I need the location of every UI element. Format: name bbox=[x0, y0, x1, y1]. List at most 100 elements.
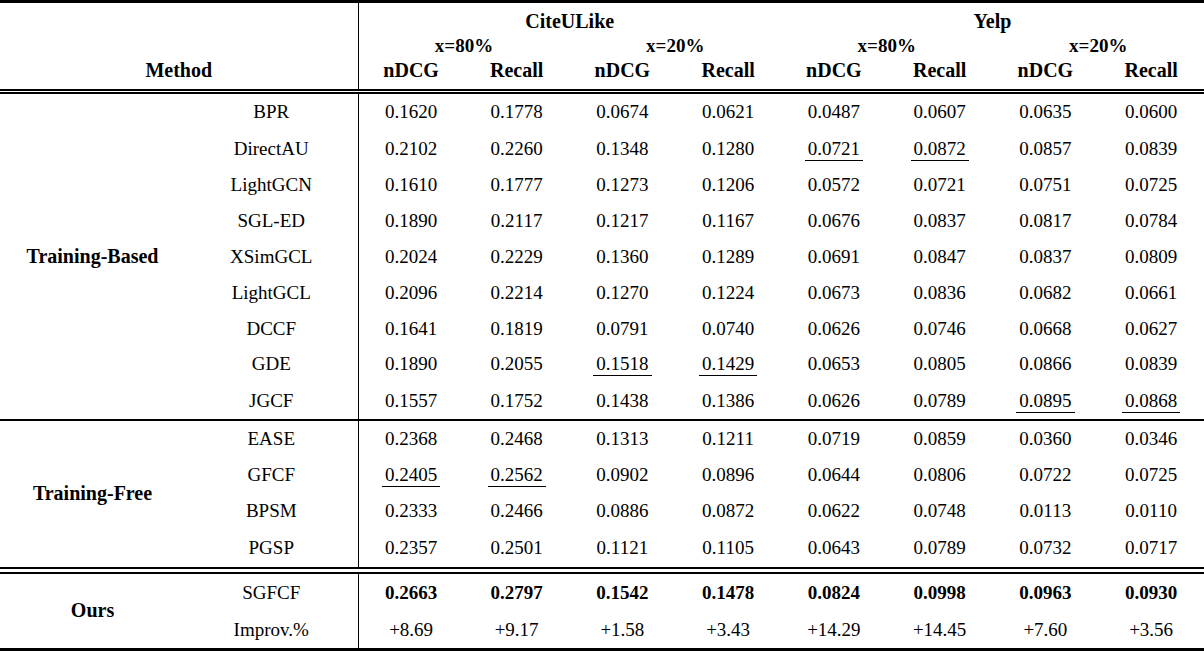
metric-value: 0.0653 bbox=[808, 353, 860, 374]
method-name-cell: EASE bbox=[185, 420, 358, 457]
metric-value: 0.0722 bbox=[1019, 464, 1071, 485]
method-name-cell: DCCF bbox=[185, 310, 358, 346]
metric-value-cell: 0.1778 bbox=[464, 91, 570, 131]
method-name-cell: GDE bbox=[185, 346, 358, 382]
metric-value-cell: 0.0682 bbox=[993, 275, 1099, 311]
table-header: CiteULike Yelp x=80% x=20% x=80% x=20% M… bbox=[0, 2, 1204, 92]
table-row: Training-BasedBPR0.16200.17780.06740.062… bbox=[0, 91, 1204, 131]
metric-value: 0.0626 bbox=[808, 390, 860, 411]
metric-value-cell: 0.0791 bbox=[570, 310, 676, 346]
metric-value-underlined: 0.2405 bbox=[382, 464, 440, 487]
metric-value: 0.0487 bbox=[808, 101, 860, 122]
metric-value-cell: 0.0360 bbox=[993, 420, 1099, 457]
metric-value: 0.1777 bbox=[491, 174, 543, 195]
split-header-citeulike-80: x=80% bbox=[358, 34, 570, 58]
metric-value: 0.0963 bbox=[1019, 582, 1071, 603]
metric-value: 0.0839 bbox=[1125, 353, 1177, 374]
metric-value: 0.0691 bbox=[808, 246, 860, 267]
metric-value-cell: 0.0717 bbox=[1098, 529, 1204, 570]
metric-value-cell: 0.0653 bbox=[781, 346, 887, 382]
metric-value: 0.0809 bbox=[1125, 246, 1177, 267]
metric-value: 0.0857 bbox=[1019, 138, 1071, 159]
metric-value: 0.1313 bbox=[596, 428, 648, 449]
metric-value-cell: 0.1819 bbox=[464, 310, 570, 346]
metric-value: +3.43 bbox=[706, 619, 750, 640]
metric-value-cell: +9.17 bbox=[464, 611, 570, 649]
split-header-yelp-20: x=20% bbox=[993, 34, 1204, 58]
metric-value: 0.1217 bbox=[596, 210, 648, 231]
metric-value-cell: 0.2333 bbox=[358, 493, 464, 529]
metric-value-cell: 0.0930 bbox=[1098, 570, 1204, 611]
metric-value-cell: 0.1280 bbox=[675, 131, 781, 167]
metric-value: 0.1211 bbox=[702, 428, 754, 449]
metric-value: 0.1273 bbox=[596, 174, 648, 195]
metric-value: 0.2117 bbox=[491, 210, 543, 231]
metric-value-cell: 0.0963 bbox=[993, 570, 1099, 611]
metric-value-cell: 0.2096 bbox=[358, 275, 464, 311]
metric-value-cell: +14.29 bbox=[781, 611, 887, 649]
metric-value: 0.1819 bbox=[491, 318, 543, 339]
metric-value: 0.2102 bbox=[385, 138, 437, 159]
metric-value: 0.0837 bbox=[914, 210, 966, 231]
metric-value: 0.0836 bbox=[914, 282, 966, 303]
dataset-header-row: CiteULike Yelp bbox=[0, 2, 1204, 35]
metric-value: 0.1641 bbox=[385, 318, 437, 339]
split-header-row: x=80% x=20% x=80% x=20% bbox=[0, 34, 1204, 58]
metric-value: 0.0784 bbox=[1125, 210, 1177, 231]
metric-value-cell: 0.0998 bbox=[887, 570, 993, 611]
metric-value: 0.2501 bbox=[491, 537, 543, 558]
metric-value-cell: 0.2501 bbox=[464, 529, 570, 570]
method-name-cell: SGL-ED bbox=[185, 203, 358, 239]
metric-value-underlined: 0.2562 bbox=[488, 464, 546, 487]
metric-value: 0.1386 bbox=[702, 390, 754, 411]
metric-value-cell: 0.1620 bbox=[358, 91, 464, 131]
metric-header: nDCG bbox=[358, 58, 464, 92]
metric-value-cell: 0.0789 bbox=[887, 529, 993, 570]
metric-header: nDCG bbox=[570, 58, 676, 92]
metric-value-cell: 0.0732 bbox=[993, 529, 1099, 570]
metric-value-cell: 0.0902 bbox=[570, 457, 676, 493]
metric-value: 0.0635 bbox=[1019, 101, 1071, 122]
metric-value: 0.0847 bbox=[914, 246, 966, 267]
metric-value-cell: +7.60 bbox=[993, 611, 1099, 649]
header-spacer bbox=[0, 34, 358, 58]
metric-value: 0.0110 bbox=[1125, 500, 1177, 521]
metric-value-underlined: 0.1429 bbox=[699, 353, 757, 376]
metric-value-cell: 0.0668 bbox=[993, 310, 1099, 346]
metric-value: 0.1778 bbox=[491, 101, 543, 122]
metric-value: 0.0661 bbox=[1125, 282, 1177, 303]
metric-value: 0.0806 bbox=[914, 464, 966, 485]
metric-value-cell: 0.0839 bbox=[1098, 131, 1204, 167]
metric-value: 0.0719 bbox=[808, 428, 860, 449]
metric-value-cell: 0.1890 bbox=[358, 203, 464, 239]
metric-value-cell: 0.2466 bbox=[464, 493, 570, 529]
metric-value: 0.0896 bbox=[702, 464, 754, 485]
metric-value-cell: 0.0600 bbox=[1098, 91, 1204, 131]
metric-header: Recall bbox=[887, 58, 993, 92]
metric-value: 0.1620 bbox=[385, 101, 437, 122]
metric-value-cell: 0.2357 bbox=[358, 529, 464, 570]
metric-value: 0.1280 bbox=[702, 138, 754, 159]
metric-value-cell: 0.1273 bbox=[570, 167, 676, 203]
metric-value: 0.0607 bbox=[914, 101, 966, 122]
metric-value-cell: 0.0839 bbox=[1098, 346, 1204, 382]
metric-value: +3.56 bbox=[1129, 619, 1173, 640]
metric-value-cell: 0.1777 bbox=[464, 167, 570, 203]
method-column-header: Method bbox=[0, 58, 358, 92]
metric-value-cell: 0.0487 bbox=[781, 91, 887, 131]
metric-value-cell: 0.1313 bbox=[570, 420, 676, 457]
metric-value-cell: 0.2260 bbox=[464, 131, 570, 167]
metric-value-cell: 0.0719 bbox=[781, 420, 887, 457]
metric-value-underlined: 0.0721 bbox=[805, 138, 863, 161]
metric-value: 0.0673 bbox=[808, 282, 860, 303]
metric-value-cell: 0.2468 bbox=[464, 420, 570, 457]
metric-value: 0.1348 bbox=[596, 138, 648, 159]
table-body: Training-BasedBPR0.16200.17780.06740.062… bbox=[0, 91, 1204, 649]
metric-value: 0.0643 bbox=[808, 537, 860, 558]
metric-value: 0.0676 bbox=[808, 210, 860, 231]
group-label: Ours bbox=[0, 570, 185, 649]
header-spacer bbox=[0, 2, 358, 35]
method-name-cell: LightGCL bbox=[185, 275, 358, 311]
metric-value-underlined: 0.0868 bbox=[1122, 390, 1180, 413]
metric-value-cell: 0.0691 bbox=[781, 239, 887, 275]
